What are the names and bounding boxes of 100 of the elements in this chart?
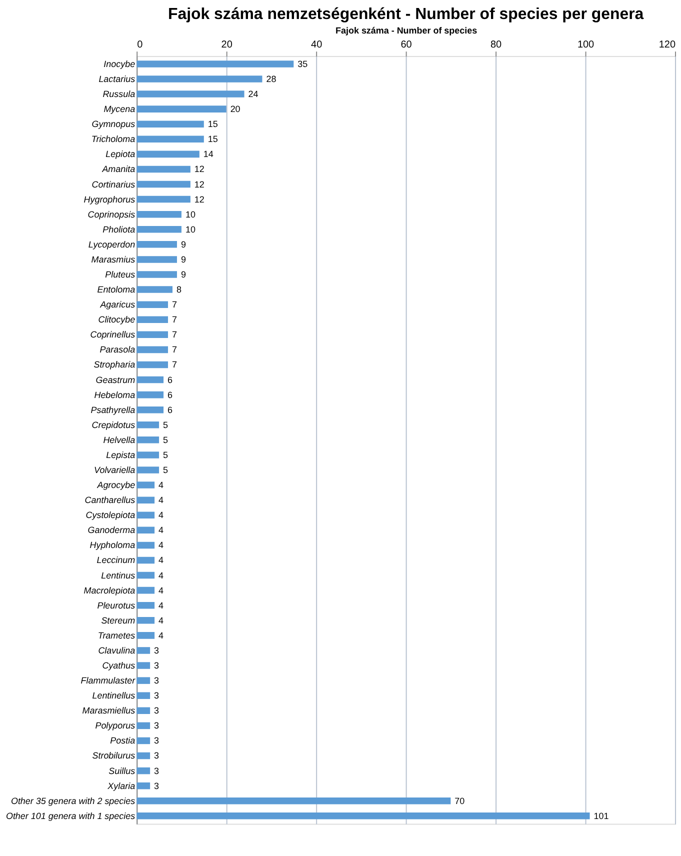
- bar: [136, 647, 150, 654]
- bar: [136, 722, 150, 730]
- x-tick-label: 100: [577, 40, 595, 51]
- y-tick-label: Lentinus: [101, 570, 136, 580]
- bar: [136, 422, 160, 428]
- bar: [136, 76, 262, 82]
- data-label: 4: [158, 480, 164, 490]
- data-label: 3: [154, 645, 160, 656]
- y-tick-label: Lentinellus: [92, 690, 136, 701]
- data-label: 35: [298, 58, 308, 69]
- x-tick-label: 60: [400, 40, 412, 51]
- y-tick-label: Flammulaster: [80, 676, 136, 686]
- y-tick-label: Cyathus: [102, 660, 136, 671]
- y-tick-label: Russula: [102, 89, 136, 100]
- y-tick-label: Entoloma: [97, 284, 136, 295]
- y-tick-label: Coprinopsis: [88, 209, 136, 220]
- y-tick-label: Agrocybe: [96, 480, 136, 490]
- y-tick-label: Parasola: [100, 344, 136, 355]
- data-label: 3: [154, 676, 160, 686]
- data-label: 5: [163, 450, 168, 460]
- bar: [136, 767, 150, 774]
- data-label: 7: [172, 360, 177, 370]
- y-tick-label: Tricholoma: [91, 134, 136, 144]
- data-label: 4: [158, 615, 164, 626]
- y-tick-label: Lactarius: [98, 74, 136, 84]
- data-label: 4: [158, 555, 164, 566]
- bar: [136, 602, 155, 609]
- y-tick-label: Agaricus: [99, 300, 136, 310]
- data-label: 7: [172, 300, 177, 310]
- y-tick-label: Cortinarius: [92, 179, 136, 190]
- bar: [136, 482, 155, 488]
- data-label: 4: [158, 630, 164, 640]
- y-tick-label: Gymnopus: [92, 119, 136, 130]
- bar: [136, 677, 150, 684]
- bar: [136, 466, 160, 474]
- data-label: 4: [158, 570, 164, 580]
- data-label: 12: [194, 194, 204, 204]
- y-tick-label: Helvella: [103, 434, 136, 445]
- y-tick-label: Hypholoma: [90, 540, 136, 550]
- y-tick-label: Stropharia: [94, 360, 136, 370]
- bar: [136, 316, 168, 323]
- y-tick-label: Pluteus: [105, 269, 136, 280]
- bar: [136, 241, 177, 248]
- data-label: 5: [163, 464, 168, 475]
- data-label: 10: [185, 224, 196, 234]
- x-tick-label: 80: [490, 40, 502, 51]
- y-tick-label: Crepidotus: [92, 420, 136, 430]
- data-label: 4: [158, 495, 164, 506]
- bar: [136, 797, 451, 804]
- y-tick-label: Volvariella: [94, 464, 136, 475]
- y-tick-label: Hebeloma: [94, 390, 136, 400]
- data-label: 14: [203, 149, 214, 160]
- data-label: 28: [266, 74, 276, 84]
- y-tick-label: Lepista: [106, 450, 136, 460]
- y-tick-label: Strobilurus: [92, 750, 136, 761]
- y-tick-label: Xylaria: [106, 780, 136, 791]
- data-label: 9: [180, 269, 186, 280]
- bar: [136, 60, 294, 68]
- bar: [136, 436, 160, 444]
- y-tick-label: Ganoderma: [88, 525, 136, 536]
- y-tick-label: Lycoperdon: [88, 239, 136, 250]
- data-label: 9: [180, 254, 186, 264]
- y-tick-label: Inocybe: [104, 58, 136, 69]
- y-tick-label: Hygrophorus: [84, 194, 136, 204]
- data-label: 3: [154, 780, 160, 791]
- bar: [136, 632, 155, 639]
- bar: [136, 391, 164, 398]
- y-tick-label: Marasmius: [91, 254, 136, 264]
- data-label: 12: [194, 179, 204, 190]
- y-tick-label: Marasmiellus: [82, 706, 136, 716]
- data-label: 6: [168, 390, 173, 400]
- y-tick-label: Pleurotus: [97, 600, 136, 610]
- x-tick-label: 40: [311, 40, 323, 51]
- data-label: 7: [172, 344, 177, 355]
- bar: [136, 376, 164, 384]
- bar: [136, 361, 168, 368]
- bar: [136, 226, 182, 233]
- data-label: 3: [154, 660, 160, 671]
- data-label: 6: [168, 374, 173, 385]
- y-tick-label: Geastrum: [96, 374, 136, 385]
- y-tick-label: Polyporus: [95, 720, 136, 731]
- bar: [136, 180, 190, 188]
- bar: [136, 782, 150, 790]
- y-tick-label: Other 35 genera with 2 species: [10, 796, 136, 806]
- data-label: 101: [594, 810, 609, 821]
- data-label: 5: [163, 420, 168, 430]
- data-label: 3: [154, 766, 160, 776]
- bar: [136, 106, 226, 112]
- data-label: 7: [172, 314, 177, 325]
- bar: [136, 572, 155, 579]
- data-label: 7: [172, 330, 177, 340]
- data-label: 4: [158, 600, 164, 610]
- y-tick-label: Stereum: [101, 615, 136, 626]
- bar: [136, 210, 182, 218]
- data-label: 12: [194, 164, 204, 174]
- bar: [136, 542, 155, 549]
- data-label: 3: [154, 750, 160, 761]
- y-tick-label: Mycena: [104, 104, 136, 114]
- bar: [136, 331, 168, 338]
- bar: [136, 812, 590, 820]
